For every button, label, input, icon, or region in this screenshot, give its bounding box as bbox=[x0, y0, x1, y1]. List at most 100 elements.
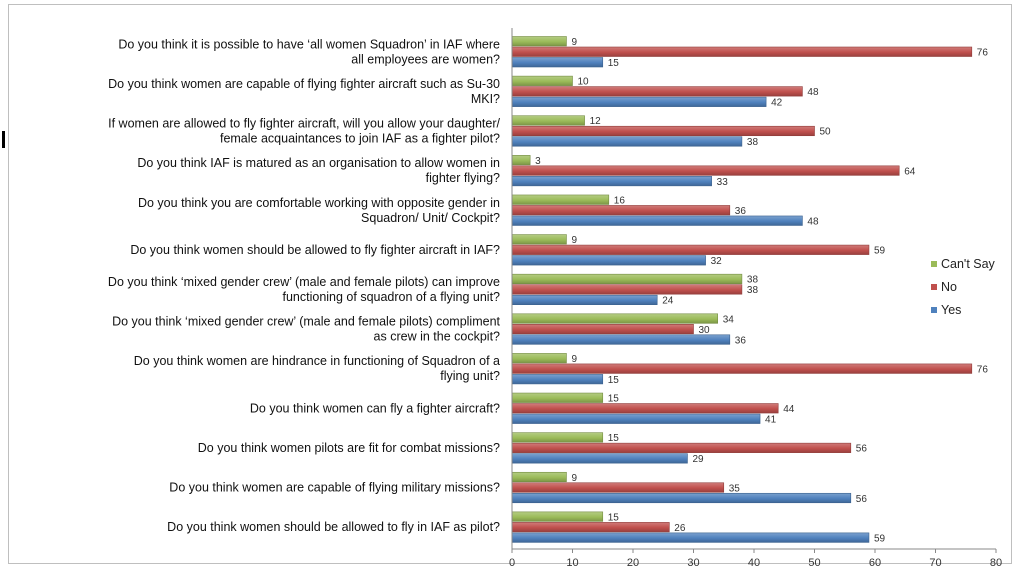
data-label: 50 bbox=[820, 127, 832, 138]
data-label: 56 bbox=[856, 494, 868, 505]
bar-no-9 bbox=[511, 363, 973, 374]
legend-swatch-no bbox=[931, 284, 937, 290]
category-label: Do you think ‘mixed gender crew’ (male a… bbox=[108, 275, 500, 289]
data-label: 3 bbox=[535, 156, 541, 167]
bar-group: 15 bbox=[511, 511, 619, 523]
bar-can-t-say-4 bbox=[511, 155, 531, 166]
bar-yes-4 bbox=[511, 176, 712, 187]
data-label: 10 bbox=[578, 77, 590, 88]
data-label: 44 bbox=[783, 404, 795, 415]
data-label: 59 bbox=[874, 533, 886, 544]
legend-label-can-t-say: Can't Say bbox=[941, 257, 996, 271]
data-label: 35 bbox=[729, 483, 741, 494]
bar-can-t-say-11 bbox=[511, 432, 604, 443]
data-label: 24 bbox=[662, 296, 674, 307]
edge-mark bbox=[2, 131, 5, 148]
legend-label-yes: Yes bbox=[941, 303, 961, 317]
bar-no-5 bbox=[511, 205, 731, 216]
data-label: 12 bbox=[590, 116, 602, 127]
data-label: 59 bbox=[874, 246, 886, 257]
bar-group: 48 bbox=[511, 86, 819, 98]
bar-group: 33 bbox=[511, 176, 729, 188]
bar-no-13 bbox=[511, 522, 670, 533]
bar-yes-1 bbox=[511, 57, 604, 68]
data-label: 38 bbox=[747, 137, 759, 148]
data-label: 41 bbox=[765, 415, 777, 426]
data-label: 15 bbox=[608, 433, 620, 444]
data-label: 9 bbox=[571, 473, 577, 484]
bar-yes-6 bbox=[511, 255, 706, 266]
bar-group: 9 bbox=[511, 234, 577, 246]
bar-group: 3 bbox=[511, 155, 541, 167]
bar-group: 9 bbox=[511, 353, 577, 365]
plot-area: 9761510484212503836433163648959323838243… bbox=[511, 36, 988, 544]
bar-yes-11 bbox=[511, 453, 688, 464]
data-label: 33 bbox=[717, 177, 729, 188]
bar-group: 26 bbox=[511, 522, 686, 534]
bar-group: 44 bbox=[511, 403, 795, 415]
bar-group: 15 bbox=[511, 432, 620, 444]
category-label: Squadron/ Unit/ Cockpit? bbox=[361, 211, 500, 225]
bar-group: 59 bbox=[511, 532, 886, 544]
category-label: Do you think women are capable of flying… bbox=[169, 481, 500, 495]
bar-group: 9 bbox=[511, 36, 577, 48]
legend-swatch-yes bbox=[931, 307, 937, 313]
category-label: Do you think women should be allowed to … bbox=[130, 243, 500, 257]
bar-can-t-say-3 bbox=[511, 115, 585, 126]
bar-group: 15 bbox=[511, 57, 620, 69]
bar-can-t-say-10 bbox=[511, 392, 604, 403]
data-label: 34 bbox=[723, 314, 735, 325]
bar-yes-7 bbox=[511, 294, 658, 305]
bar-group: 35 bbox=[511, 482, 741, 494]
bar-yes-2 bbox=[511, 96, 767, 107]
bar-group: 38 bbox=[511, 284, 759, 296]
bar-group: 36 bbox=[511, 334, 746, 346]
bar-can-t-say-12 bbox=[511, 471, 567, 483]
data-label: 42 bbox=[771, 98, 783, 109]
category-label: Do you think women pilots are fit for co… bbox=[198, 441, 500, 455]
x-tick-label: 50 bbox=[808, 557, 820, 569]
bar-no-7 bbox=[511, 284, 743, 295]
bar-group: 56 bbox=[511, 442, 868, 455]
bar-group: 48 bbox=[511, 215, 819, 227]
bar-yes-13 bbox=[511, 532, 870, 543]
category-label: Do you think women should be allowed to … bbox=[167, 520, 500, 534]
data-label: 38 bbox=[747, 275, 759, 286]
category-label: Do you think women are hindrance in func… bbox=[134, 354, 500, 368]
bar-group: 76 bbox=[511, 363, 988, 375]
bar-group: 38 bbox=[511, 273, 759, 286]
bar-no-2 bbox=[511, 86, 803, 97]
x-tick-label: 60 bbox=[869, 557, 881, 569]
x-axis: 0 10 20 30 40 50 60 70 80 bbox=[509, 28, 1002, 569]
data-label: 30 bbox=[699, 325, 711, 336]
data-label: 36 bbox=[735, 206, 747, 217]
data-label: 64 bbox=[904, 166, 916, 177]
bar-yes-8 bbox=[511, 334, 731, 345]
bar-yes-10 bbox=[511, 413, 761, 424]
category-label: Do you think women are capable of flying… bbox=[108, 77, 500, 91]
x-tick-label: 10 bbox=[566, 557, 578, 569]
bar-group: 30 bbox=[511, 324, 711, 336]
bar-yes-12 bbox=[511, 492, 852, 504]
data-label: 26 bbox=[674, 523, 686, 534]
bar-can-t-say-7 bbox=[511, 273, 743, 284]
bar-no-1 bbox=[511, 46, 973, 57]
data-label: 32 bbox=[711, 256, 723, 267]
bar-group: 36 bbox=[511, 205, 747, 217]
data-label: 9 bbox=[571, 37, 577, 48]
chart-frame bbox=[8, 4, 1012, 564]
bar-group: 9 bbox=[511, 471, 577, 484]
data-label: 56 bbox=[856, 444, 868, 455]
data-label: 15 bbox=[608, 58, 620, 69]
category-label: Do you think women can fly a fighter air… bbox=[250, 401, 500, 415]
category-label: flying unit? bbox=[440, 369, 500, 383]
data-label: 38 bbox=[747, 285, 759, 296]
bar-can-t-say-13 bbox=[511, 511, 604, 522]
x-tick-label: 80 bbox=[990, 557, 1002, 569]
bar-yes-5 bbox=[511, 215, 803, 226]
bar-no-4 bbox=[511, 165, 900, 176]
bar-group: 76 bbox=[511, 46, 988, 59]
bar-group: 15 bbox=[511, 392, 619, 405]
category-label: functioning of squadron of a flying unit… bbox=[282, 290, 500, 304]
category-labels: Do you think it is possible to have ‘all… bbox=[108, 37, 501, 534]
